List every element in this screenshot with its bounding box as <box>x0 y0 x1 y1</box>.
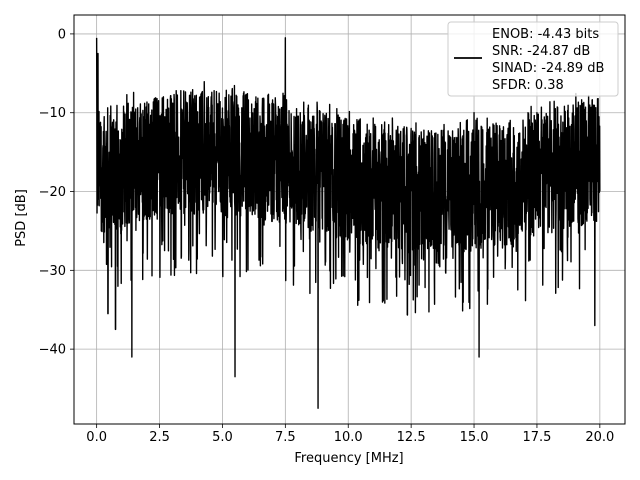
plot-area <box>95 37 601 409</box>
y-tick-label: −30 <box>39 264 66 279</box>
x-axis: 0.0 2.5 5.0 7.5 10.0 12.5 15.0 17.5 20.0 <box>86 424 614 445</box>
x-tick-label: 12.5 <box>397 430 426 445</box>
x-tick-label: 10.0 <box>334 430 363 445</box>
axes-frame <box>73 14 626 425</box>
x-tick-label: 7.5 <box>275 430 296 445</box>
x-tick-label: 5.0 <box>212 430 233 445</box>
y-axis: 0 −10 −20 −30 −40 <box>39 27 74 358</box>
y-tick-label: −20 <box>39 185 66 200</box>
legend: ENOB: -4.43 bits SNR: -24.87 dB SINAD: -… <box>447 21 619 97</box>
axes-spines <box>73 14 626 425</box>
y-axis-label: PSD [dB] <box>14 189 29 247</box>
legend-entry-enob: ENOB: -4.43 bits <box>492 27 599 42</box>
y-tick-label: −40 <box>39 343 66 358</box>
x-tick-label: 20.0 <box>585 430 614 445</box>
legend-entry-snr: SNR: -24.87 dB <box>492 44 590 59</box>
legend-entry-sfdr: SFDR: 0.38 <box>492 78 564 93</box>
x-tick-label: 2.5 <box>149 430 170 445</box>
x-tick-label: 15.0 <box>460 430 489 445</box>
legend-entry-sinad: SINAD: -24.89 dB <box>492 61 604 76</box>
y-tick-label: −10 <box>39 106 66 121</box>
x-tick-label: 0.0 <box>86 430 107 445</box>
y-tick-label: 0 <box>58 27 66 42</box>
x-axis-label: Frequency [MHz] <box>294 451 403 466</box>
psd-series-line <box>95 37 601 409</box>
x-tick-label: 17.5 <box>522 430 551 445</box>
legend-box <box>447 21 619 97</box>
